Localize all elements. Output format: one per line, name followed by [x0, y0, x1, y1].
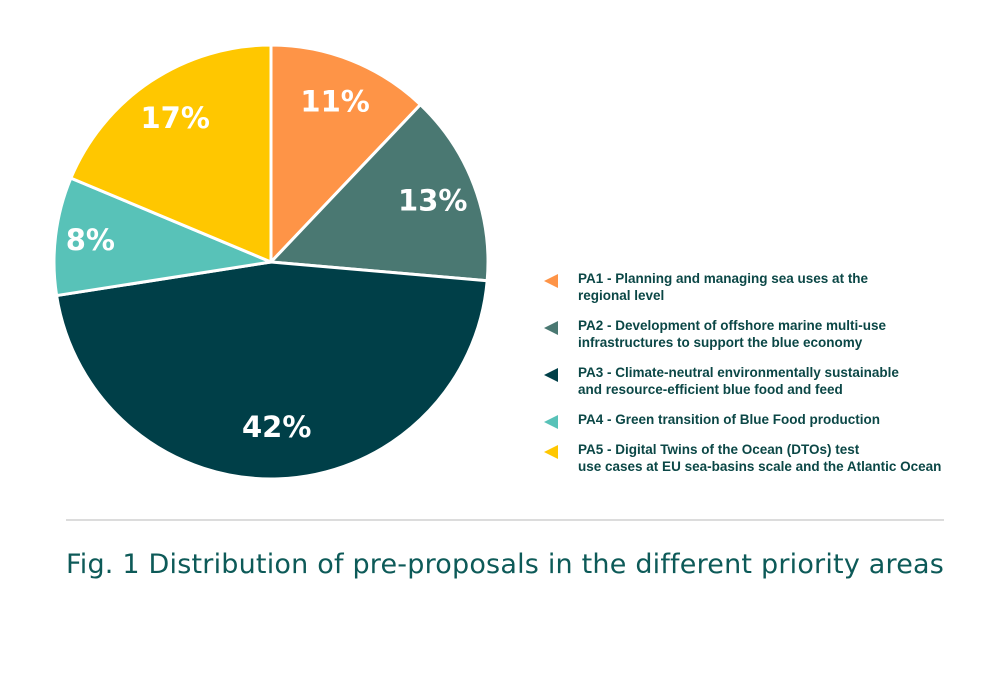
pie-chart: 11% 13% 42% 8% 17%: [52, 43, 490, 481]
pie-slice-pa4: [52, 176, 273, 298]
figure-caption: Fig. 1 Distribution of pre-proposals in …: [66, 549, 945, 580]
legend-item-pa3: PA3 - Climate-neutral environmentally su…: [540, 364, 980, 398]
legend-swatch-icon: [544, 321, 558, 335]
divider: [66, 519, 944, 521]
legend-text: PA1 - Planning and managing sea uses at …: [578, 271, 869, 286]
slice-label-pa5: 17%: [140, 101, 209, 135]
legend-item-pa1: PA1 - Planning and managing sea uses at …: [540, 270, 980, 304]
legend: PA1 - Planning and managing sea uses at …: [540, 270, 980, 488]
legend-swatch-icon: [544, 415, 558, 429]
legend-item-pa2: PA2 - Development of offshore marine mul…: [540, 317, 980, 351]
legend-text: and resource-efficient blue food and fee…: [578, 382, 843, 397]
pie-slice-pa3: [55, 260, 489, 481]
legend-text: PA2 - Development of offshore marine mul…: [578, 318, 887, 333]
legend-text: infrastructures to support the blue econ…: [578, 335, 863, 350]
legend-text: PA3 - Climate-neutral environmentally su…: [578, 365, 899, 380]
legend-swatch-icon: [544, 274, 558, 288]
legend-text: use cases at EU sea-basins scale and the…: [578, 459, 942, 474]
slice-label-pa1: 11%: [300, 84, 369, 118]
legend-swatch-icon: [544, 368, 558, 382]
legend-item-pa5: PA5 - Digital Twins of the Ocean (DTOs) …: [540, 441, 980, 475]
slice-label-pa3: 42%: [242, 410, 311, 444]
legend-text: regional level: [578, 288, 665, 303]
legend-text: PA4 - Green transition of Blue Food prod…: [578, 412, 880, 427]
slice-label-pa2: 13%: [398, 184, 467, 218]
legend-swatch-icon: [544, 445, 558, 459]
legend-item-pa4: PA4 - Green transition of Blue Food prod…: [540, 411, 980, 429]
pie-slice-pa5: [69, 43, 273, 264]
pie-slice-pa2: [269, 103, 490, 283]
legend-text: PA5 - Digital Twins of the Ocean (DTOs) …: [578, 442, 860, 457]
pie-slice-pa1: [269, 43, 422, 264]
slice-label-pa4: 8%: [66, 223, 115, 257]
